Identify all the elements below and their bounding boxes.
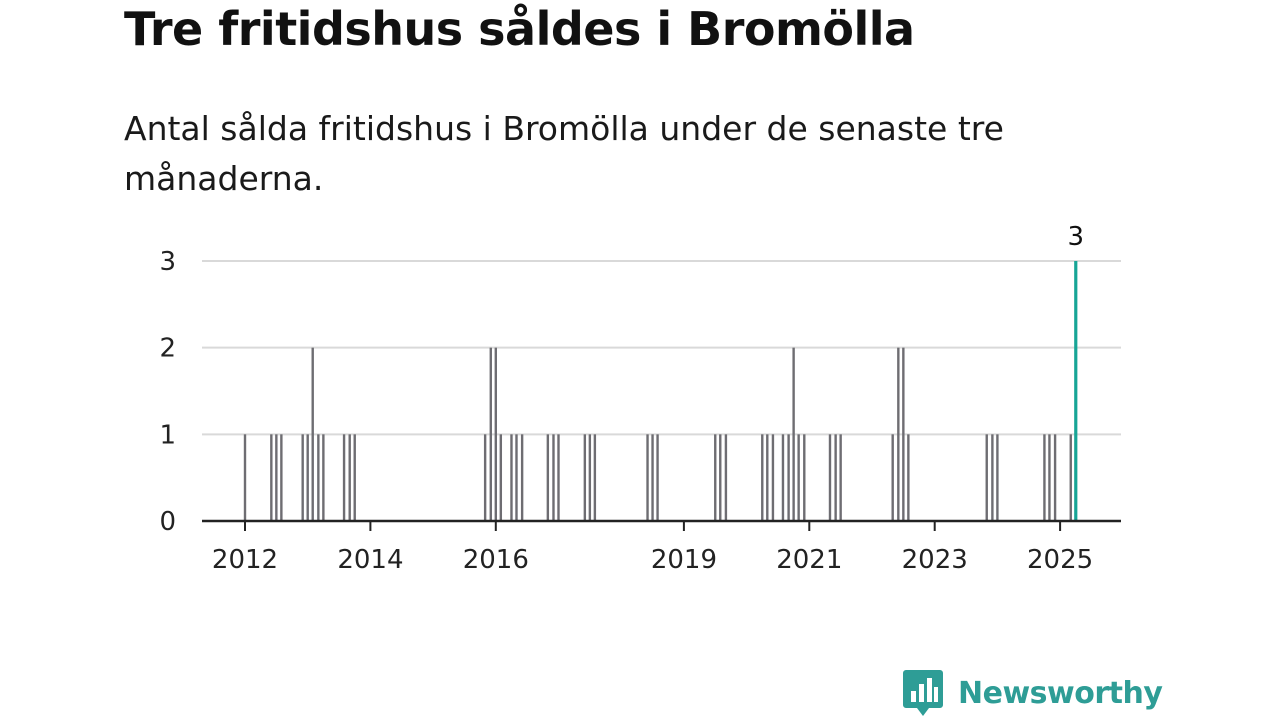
y-tick-label: 3 xyxy=(159,247,176,277)
bar xyxy=(353,434,356,521)
bar xyxy=(275,434,278,521)
bar xyxy=(803,434,806,521)
chart-subtitle: Antal sålda fritidshus i Bromölla under … xyxy=(124,109,1004,198)
bar xyxy=(583,434,587,521)
bar xyxy=(494,347,497,521)
highlight-bar xyxy=(1074,261,1078,521)
bar xyxy=(280,434,283,521)
bar xyxy=(907,434,910,521)
bar xyxy=(489,347,492,521)
bar xyxy=(834,434,837,521)
bar xyxy=(515,434,518,521)
data-label: 3 xyxy=(1068,222,1085,252)
bar xyxy=(787,434,790,521)
bar xyxy=(311,347,314,521)
bar xyxy=(546,434,550,521)
bar xyxy=(317,434,320,521)
bar xyxy=(828,434,832,521)
x-tick-label: 2014 xyxy=(337,545,403,575)
y-tick-label: 0 xyxy=(159,507,176,537)
bar xyxy=(651,434,654,521)
bar xyxy=(270,434,273,521)
bar xyxy=(792,347,795,521)
bar xyxy=(322,434,325,521)
y-tick-label: 2 xyxy=(159,334,176,364)
bar xyxy=(301,434,304,521)
x-tick-label: 2016 xyxy=(463,545,529,575)
bar xyxy=(771,434,775,521)
bar xyxy=(781,434,785,521)
bar xyxy=(724,434,728,521)
newsworthy-wordmark: Newsworthy xyxy=(958,675,1163,711)
bar xyxy=(1048,434,1051,521)
x-tick-label: 2019 xyxy=(651,545,717,575)
x-tick-label: 2025 xyxy=(1027,545,1093,575)
x-tick-label: 2012 xyxy=(212,545,278,575)
bar xyxy=(1053,434,1057,521)
bar xyxy=(510,434,513,521)
bar xyxy=(646,434,649,521)
bar xyxy=(902,347,905,521)
bar xyxy=(306,434,309,521)
x-tick-label: 2023 xyxy=(902,545,968,575)
bar xyxy=(1069,434,1072,521)
bar xyxy=(499,434,503,521)
bar xyxy=(891,434,894,521)
bar xyxy=(985,434,988,521)
y-tick-label: 1 xyxy=(159,420,176,450)
newsworthy-logo: Newsworthy xyxy=(903,670,1163,716)
bar xyxy=(557,434,560,521)
bar xyxy=(520,434,524,521)
bar xyxy=(766,434,769,521)
chart-title: Tre fritidshus såldes i Bromölla xyxy=(124,2,915,56)
bar xyxy=(839,434,842,521)
bar xyxy=(797,434,800,521)
bar xyxy=(719,434,722,521)
newsworthy-logo-icon xyxy=(903,670,943,716)
bar xyxy=(348,434,351,521)
bar xyxy=(552,434,555,521)
bar xyxy=(593,434,597,521)
bar xyxy=(342,434,346,521)
bar xyxy=(1043,434,1046,521)
bar xyxy=(996,434,999,521)
bar xyxy=(897,347,900,521)
x-tick-label: 2021 xyxy=(776,545,842,575)
bar xyxy=(714,434,717,521)
bar xyxy=(761,434,764,521)
bar xyxy=(991,434,994,521)
bar xyxy=(483,434,487,521)
bar xyxy=(656,434,659,521)
bar xyxy=(243,434,247,521)
bar xyxy=(588,434,592,521)
